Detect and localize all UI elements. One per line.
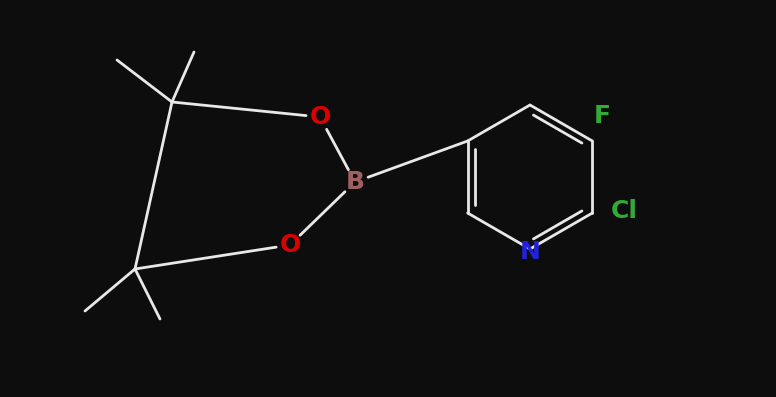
Text: F: F (594, 104, 611, 128)
Text: Cl: Cl (611, 199, 638, 223)
Text: O: O (310, 105, 331, 129)
Text: N: N (520, 240, 540, 264)
Text: B: B (345, 170, 365, 194)
Text: O: O (279, 233, 300, 257)
